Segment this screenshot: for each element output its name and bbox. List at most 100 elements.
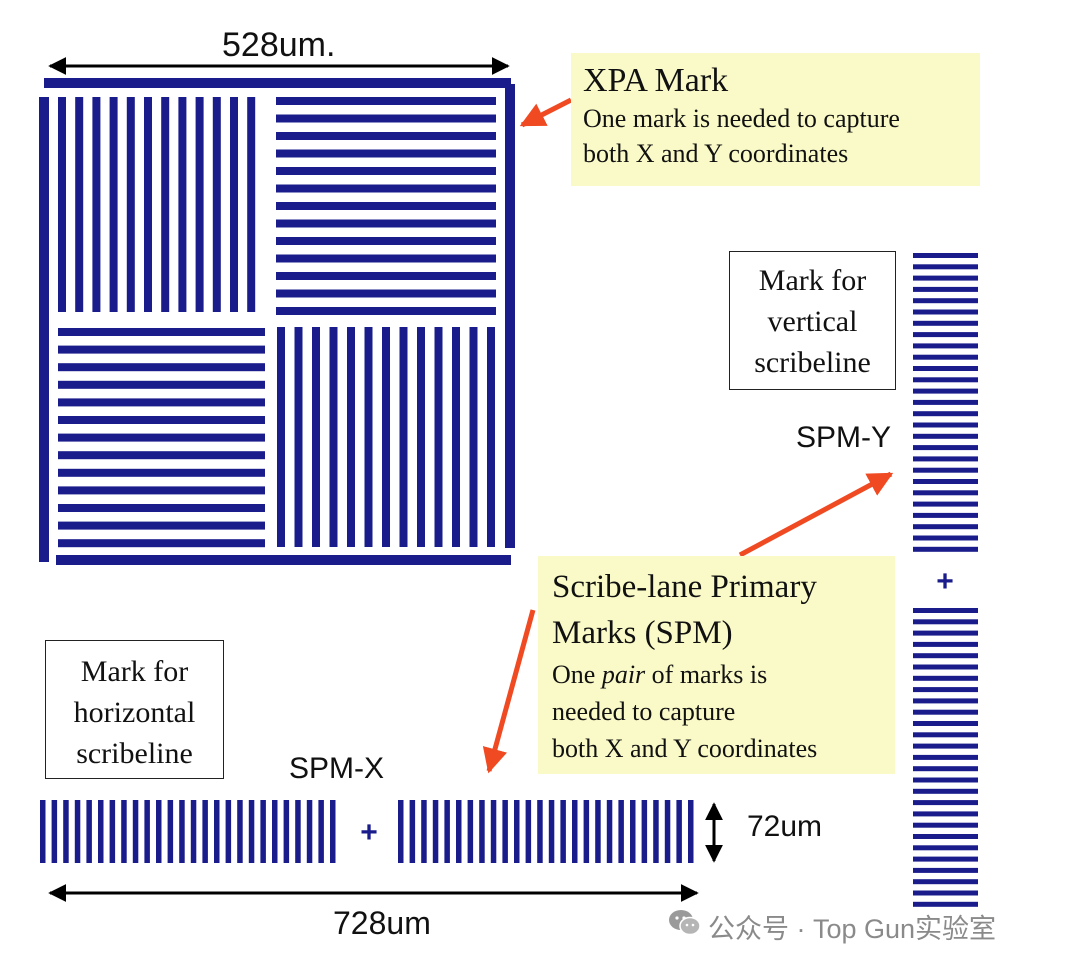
spm-x-grating-line [583, 800, 590, 863]
xpa-grating-line [247, 97, 256, 312]
spm-y-plus-symbol: + [936, 565, 954, 598]
spm-y-grating-line [913, 608, 978, 613]
horizontal-box-line1: Mark for [80, 655, 189, 688]
spm-x-label: SPM-X [289, 752, 385, 785]
spm-y-grating-line [913, 501, 978, 507]
xpa-callout-title: XPA Mark [583, 62, 729, 99]
spm-x-grating-line [121, 800, 127, 863]
spm-y-grating-line [913, 253, 978, 258]
xpa-grating-line [276, 289, 496, 298]
spm-x-plus-symbol: + [360, 816, 378, 849]
xpa-grating-line [144, 97, 152, 312]
spm-y-grating-line [913, 264, 978, 270]
xpa-grating-line [277, 327, 285, 547]
xpa-callout-line1: One mark is needed to capture [583, 104, 900, 133]
spm-y-grating-line [913, 890, 978, 896]
spm-callout-line1-emphasis: pair [601, 660, 646, 689]
spm-x-grating-line [306, 800, 313, 863]
spm-y-grating-line [913, 754, 978, 760]
spm-x-grating-line [248, 800, 255, 863]
xpa-grating-line [434, 327, 443, 547]
spm-x-grating-line [641, 800, 648, 863]
xpa-quadrant-top-left-vertical-lines [58, 97, 256, 312]
xpa-grating-line [276, 114, 496, 123]
spm-x-grating-line [444, 800, 450, 863]
spm-y-grating-line [913, 433, 978, 439]
spm-x-grating-line [260, 800, 266, 863]
xpa-grating-line [452, 327, 460, 547]
spm-x-grating-line [74, 800, 81, 863]
spm-y-grating-line [913, 456, 978, 462]
spm-y-grating-line [913, 721, 978, 726]
spm-callout-line3: both X and Y coordinates [552, 734, 818, 763]
spm-y-grating-line [913, 879, 978, 885]
spm-callout-line1: One pair of marks is [552, 656, 881, 693]
xpa-grating-line [178, 97, 187, 312]
spm-y-grating-line [913, 490, 978, 496]
spm-x-grating-line [630, 800, 636, 863]
spm-y-grating-line [913, 422, 978, 428]
spm-y-grating-line [913, 901, 978, 907]
spm-x-grating-line [398, 800, 404, 863]
spm-x-grating-line [537, 800, 543, 863]
xpa-grating-line [487, 327, 495, 547]
spm-y-grating-line [913, 845, 978, 851]
spm-y-grating-line [913, 822, 978, 828]
spm-y-grating-line [913, 366, 978, 371]
xpa-grating-line [161, 97, 170, 312]
spm-y-lower-grating [913, 608, 978, 907]
spm-x-grating-line [514, 800, 520, 863]
spm-y-grating-line [913, 630, 978, 636]
spm-x-grating-line [479, 800, 485, 863]
spm-x-grating-line [330, 800, 336, 863]
xpa-grating-line [58, 433, 265, 442]
xpa-grating-line [276, 219, 496, 228]
spm-y-pointer-arrow [738, 471, 894, 558]
spm-x-grating-line [618, 800, 624, 863]
xpa-quadrant-bottom-left-horizontal-lines [58, 328, 265, 548]
spm-x-grating-line [525, 800, 532, 863]
xpa-grating-line [276, 149, 496, 158]
spm-x-grating-line [272, 800, 278, 863]
xpa-grating-line [58, 504, 265, 512]
spm-x-pointer-arrow [482, 609, 536, 774]
xpa-grating-line [58, 468, 265, 477]
spm-x-grating-line [653, 800, 659, 863]
spm-x-grating-line [432, 800, 439, 863]
xpa-grating-line [294, 327, 303, 547]
spm-x-grating-line [132, 800, 139, 863]
spm-y-grating-line [913, 512, 978, 518]
xpa-bottom-bar [56, 555, 511, 565]
spm-y-grating-line [913, 286, 978, 292]
spm-x-grating-line [40, 800, 46, 863]
spm-y-grating-line [913, 445, 978, 451]
spm-y-grating-line [913, 856, 978, 862]
vertical-box-line1: Mark for [758, 264, 867, 297]
xpa-grating-line [417, 327, 425, 547]
horizontal-box-line3: scribeline [76, 737, 193, 770]
spm-x-grating-line [202, 800, 208, 863]
spm-callout-title-line2: Marks (SPM) [552, 615, 733, 651]
watermark-text: 公众号 · Top Gun实验室 [708, 914, 997, 944]
xpa-grating-line [58, 97, 66, 312]
spm-x-grating-line [86, 800, 92, 863]
vertical-box-line3: scribeline [754, 346, 871, 379]
spm-y-grating-line [913, 298, 978, 304]
xpa-grating-line [276, 167, 496, 175]
spm-callout-line1-pre: One [552, 660, 602, 689]
spm-x-grating-line [606, 800, 613, 863]
xpa-grating-line [347, 327, 355, 547]
xpa-width-label: 528um. [222, 26, 336, 64]
xpa-grating-line [92, 97, 101, 312]
spm-x-grating-line [190, 800, 197, 863]
spm-x-grating-line [409, 800, 416, 863]
spm-callout-title-line1: Scribe-lane Primary [552, 569, 817, 605]
spm-x-grating-line [156, 800, 162, 863]
horizontal-box-line2: horizontal [73, 696, 196, 729]
spm-height-label: 72um [747, 810, 823, 843]
spm-y-grating-line [913, 743, 978, 749]
spm-y-grating-line [913, 800, 978, 806]
spm-y-grating-line [913, 343, 978, 349]
spm-y-grating-line [913, 546, 978, 552]
